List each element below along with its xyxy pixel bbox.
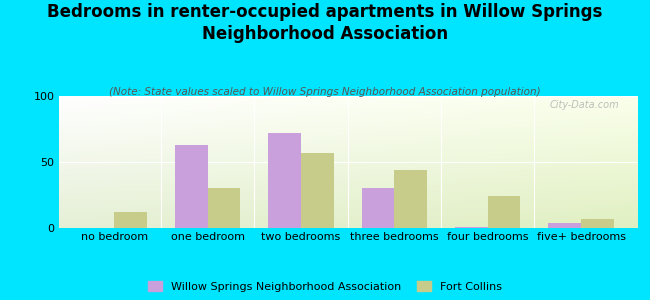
- Bar: [301, 153, 333, 228]
- Text: City-Data.com: City-Data.com: [550, 100, 619, 110]
- Bar: [268, 133, 301, 228]
- Bar: [114, 212, 147, 228]
- Bar: [581, 219, 614, 228]
- Bar: [488, 196, 521, 228]
- Bar: [208, 188, 240, 228]
- Bar: [455, 227, 488, 228]
- Bar: [362, 188, 395, 228]
- Legend: Willow Springs Neighborhood Association, Fort Collins: Willow Springs Neighborhood Association,…: [146, 279, 504, 294]
- Bar: [395, 170, 427, 228]
- Text: (Note: State values scaled to Willow Springs Neighborhood Association population: (Note: State values scaled to Willow Spr…: [109, 87, 541, 97]
- Bar: [549, 223, 581, 228]
- Text: Bedrooms in renter-occupied apartments in Willow Springs
Neighborhood Associatio: Bedrooms in renter-occupied apartments i…: [47, 3, 603, 43]
- Bar: [175, 145, 208, 228]
